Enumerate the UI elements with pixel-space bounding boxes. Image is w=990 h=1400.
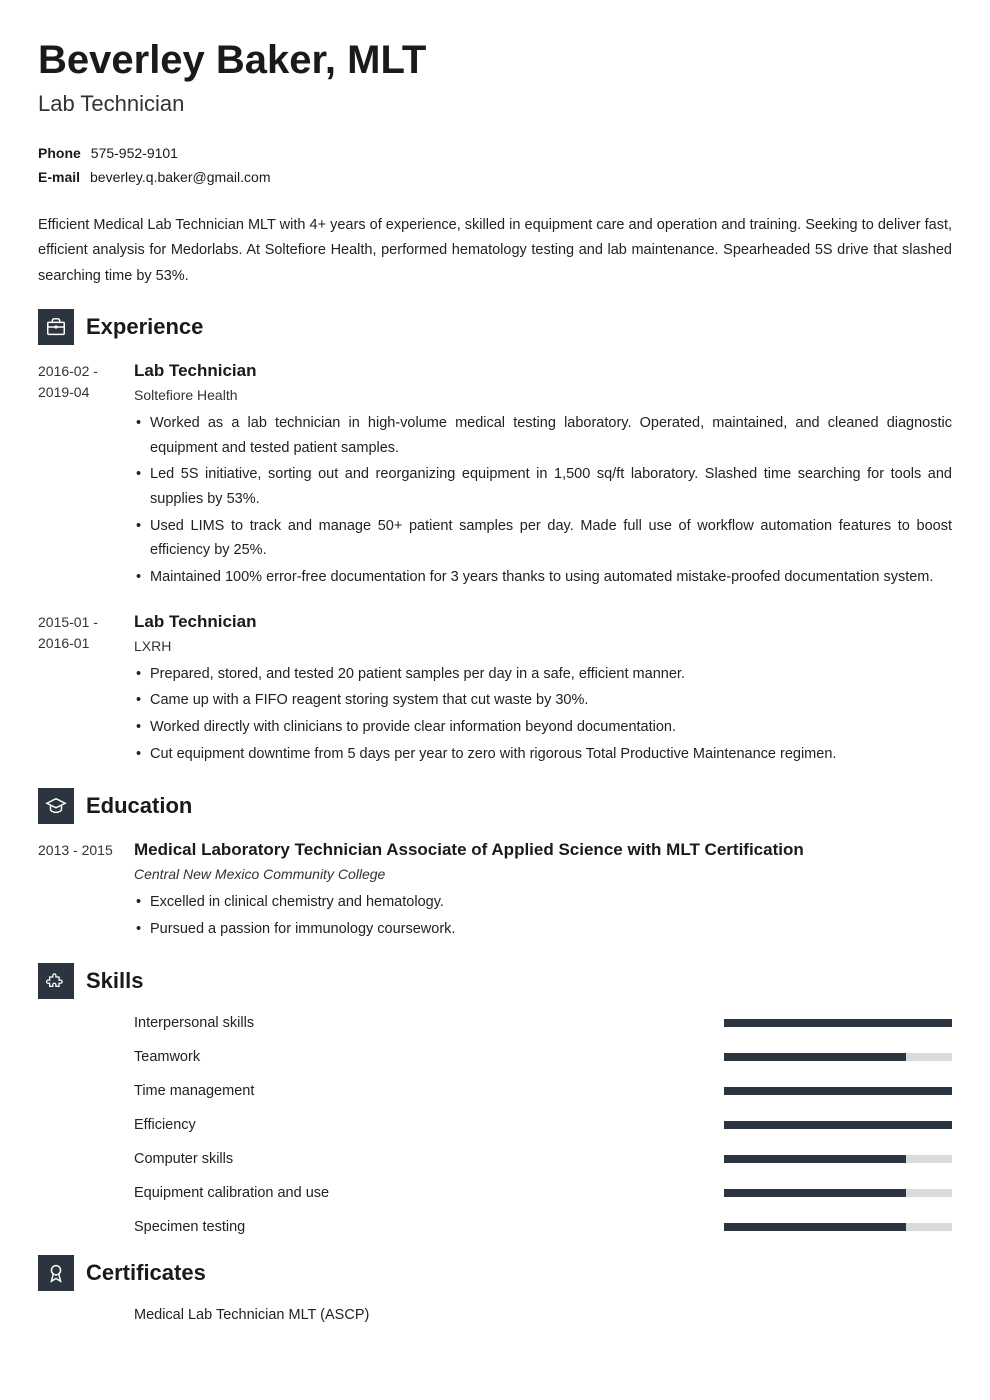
certificates-title: Certificates [86,1260,206,1286]
bullet-item: Excelled in clinical chemistry and hemat… [134,890,952,915]
skill-bar [724,1053,952,1061]
skill-bar [724,1019,952,1027]
skill-label: Time management [134,1083,724,1099]
position-title: Lab Technician [134,612,952,632]
bullet-list: Excelled in clinical chemistry and hemat… [134,890,952,941]
experience-title: Experience [86,314,203,340]
phone-row: Phone 575-952-9101 [38,145,952,161]
skill-label: Interpersonal skills [134,1015,724,1031]
email-label: E-mail [38,169,80,185]
skill-label: Specimen testing [134,1219,724,1235]
bullet-item: Worked directly with clinicians to provi… [134,715,952,740]
certificate-item: Medical Lab Technician MLT (ASCP) [38,1307,952,1323]
experience-entry: 2015-01 - 2016-01 Lab Technician LXRH Pr… [38,612,952,769]
skill-bar-fill [724,1223,906,1231]
person-name: Beverley Baker, MLT [38,38,952,83]
bullet-item: Worked as a lab technician in high-volum… [134,411,952,460]
education-header: Education [38,788,952,824]
skill-row: Time management [38,1083,952,1099]
graduation-cap-icon [38,788,74,824]
skill-label: Teamwork [134,1049,724,1065]
certificates-header: Certificates [38,1255,952,1291]
company-name: LXRH [134,638,952,654]
bullet-item: Pursued a passion for immunology coursew… [134,917,952,942]
company-name: Soltefiore Health [134,387,952,403]
bullet-item: Maintained 100% error-free documentation… [134,565,952,590]
bullet-list: Prepared, stored, and tested 20 patient … [134,662,952,767]
bullet-item: Came up with a FIFO reagent storing syst… [134,688,952,713]
skill-bar-fill [724,1121,952,1129]
bullet-item: Used LIMS to track and manage 50+ patien… [134,514,952,563]
skill-bar-fill [724,1019,952,1027]
date-range: 2015-01 - 2016-01 [38,612,114,769]
skills-list: Interpersonal skills Teamwork Time managem… [38,1015,952,1235]
experience-entry: 2016-02 - 2019-04 Lab Technician Soltefi… [38,361,952,591]
phone-label: Phone [38,145,81,161]
email-row: E-mail beverley.q.baker@gmail.com [38,169,952,185]
skill-bar-fill [724,1155,906,1163]
summary-text: Efficient Medical Lab Technician MLT wit… [38,213,952,289]
email-value: beverley.q.baker@gmail.com [90,169,270,185]
skill-bar-fill [724,1053,906,1061]
skill-row: Specimen testing [38,1219,952,1235]
skills-header: Skills [38,963,952,999]
bullet-item: Led 5S initiative, sorting out and reorg… [134,462,952,511]
phone-value: 575-952-9101 [91,145,178,161]
position-title: Lab Technician [134,361,952,381]
school-name: Central New Mexico Community College [134,866,952,882]
skill-bar [724,1155,952,1163]
skill-label: Equipment calibration and use [134,1185,724,1201]
skill-label: Efficiency [134,1117,724,1133]
skill-bar [724,1087,952,1095]
education-entry: 2013 - 2015 Medical Laboratory Technicia… [38,840,952,943]
briefcase-icon [38,309,74,345]
skill-row: Teamwork [38,1049,952,1065]
job-title: Lab Technician [38,91,952,117]
bullet-list: Worked as a lab technician in high-volum… [134,411,952,589]
skill-bar-fill [724,1087,952,1095]
experience-header: Experience [38,309,952,345]
bullet-item: Prepared, stored, and tested 20 patient … [134,662,952,687]
skills-title: Skills [86,968,143,994]
date-range: 2016-02 - 2019-04 [38,361,114,591]
skill-bar-fill [724,1189,906,1197]
skill-bar [724,1223,952,1231]
skill-row: Efficiency [38,1117,952,1133]
skill-row: Computer skills [38,1151,952,1167]
education-title: Education [86,793,192,819]
bullet-item: Cut equipment downtime from 5 days per y… [134,742,952,767]
date-range: 2013 - 2015 [38,840,114,943]
puzzle-icon [38,963,74,999]
skill-row: Equipment calibration and use [38,1185,952,1201]
skill-label: Computer skills [134,1151,724,1167]
skill-bar [724,1121,952,1129]
skill-row: Interpersonal skills [38,1015,952,1031]
award-icon [38,1255,74,1291]
skill-bar [724,1189,952,1197]
degree-title: Medical Laboratory Technician Associate … [134,840,952,860]
